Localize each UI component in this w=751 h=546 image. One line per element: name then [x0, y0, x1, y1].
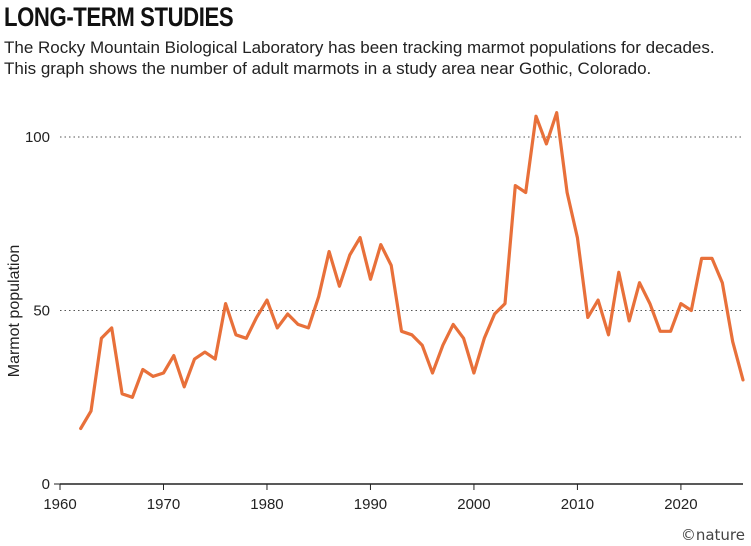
- x-tick-label: 1990: [354, 496, 387, 513]
- series-line-0: [79, 111, 745, 431]
- y-axis-label: Marmot population: [6, 245, 23, 378]
- data-series: [79, 111, 745, 431]
- x-tick-label: 1960: [43, 496, 76, 513]
- y-tick-label: 50: [33, 303, 50, 320]
- axes: 0 50 100 1960 1970 1980 1990 2000 2010 2020: [25, 129, 743, 513]
- x-tick-label: 1970: [147, 496, 180, 513]
- chart-title: LONG-TERM STUDIES: [4, 2, 234, 32]
- nature-credit: ©nature: [680, 526, 745, 544]
- gridlines: [60, 136, 743, 311]
- x-tick-label: 2010: [561, 496, 594, 513]
- chart-subtitle: The Rocky Mountain Biological Laboratory…: [4, 38, 715, 78]
- x-tick-label: 2020: [664, 496, 697, 513]
- y-tick-label: 100: [25, 129, 50, 146]
- x-tick-label: 2000: [457, 496, 490, 513]
- y-tick-label: 0: [42, 476, 50, 493]
- x-tick-label: 1980: [250, 496, 283, 513]
